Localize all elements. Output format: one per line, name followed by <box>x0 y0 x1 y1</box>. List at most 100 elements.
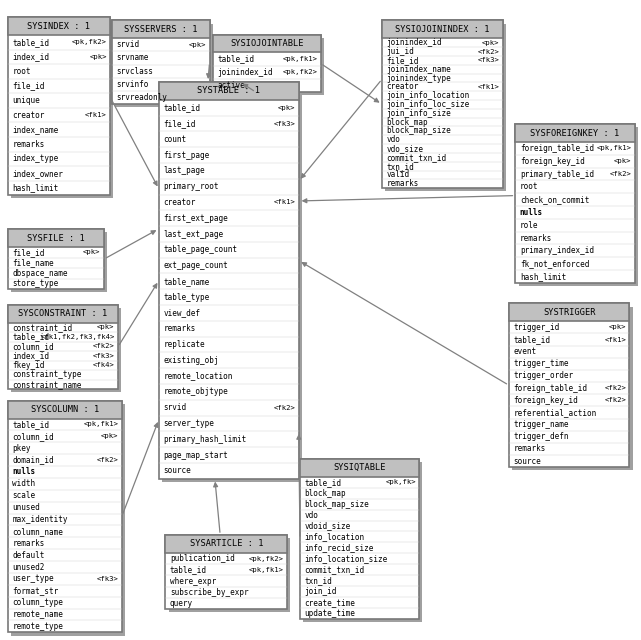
Text: query: query <box>170 599 193 608</box>
Text: domain_id: domain_id <box>12 456 54 465</box>
Text: join_id: join_id <box>304 587 337 596</box>
Text: column_type: column_type <box>12 598 63 607</box>
Text: format_str: format_str <box>12 586 58 595</box>
Bar <box>382 20 503 188</box>
Text: event: event <box>513 347 537 356</box>
Text: joinindex_id: joinindex_id <box>387 38 442 47</box>
Bar <box>8 305 118 323</box>
Text: valid: valid <box>387 170 410 179</box>
Bar <box>509 303 629 467</box>
Text: trigger_defn: trigger_defn <box>513 432 569 442</box>
Text: source: source <box>163 467 191 476</box>
Text: constraint_id: constraint_id <box>12 323 72 332</box>
Text: <fk2>: <fk2> <box>274 404 296 411</box>
Bar <box>519 127 638 286</box>
Text: fkey_id: fkey_id <box>12 361 45 370</box>
Text: where_expr: where_expr <box>170 577 216 586</box>
Text: txn_id: txn_id <box>304 576 332 585</box>
Text: table_page_count: table_page_count <box>163 245 237 254</box>
Text: <pk>: <pk> <box>482 40 499 46</box>
Text: remarks: remarks <box>12 539 45 548</box>
Text: srvid: srvid <box>117 40 140 49</box>
Text: scale: scale <box>12 492 35 500</box>
Bar <box>8 401 122 419</box>
Bar <box>8 401 122 632</box>
Text: hash_limit: hash_limit <box>520 272 566 281</box>
Text: remarks: remarks <box>387 179 419 188</box>
Bar <box>165 535 287 609</box>
Text: file_name: file_name <box>12 259 54 268</box>
Bar <box>216 38 324 95</box>
Text: last_ext_page: last_ext_page <box>163 230 224 239</box>
Text: srvclass: srvclass <box>117 67 154 76</box>
Text: table_id: table_id <box>12 332 49 341</box>
Text: commit_txn_id: commit_txn_id <box>387 153 447 162</box>
Text: jui_id: jui_id <box>387 47 414 56</box>
Text: remarks: remarks <box>520 234 553 243</box>
Text: <fk1>: <fk1> <box>478 84 499 90</box>
Text: <pk>: <pk> <box>189 42 206 48</box>
Text: <fk1>: <fk1> <box>274 200 296 205</box>
Text: <pk,fk1>: <pk,fk1> <box>596 145 631 152</box>
Bar <box>8 229 104 247</box>
Text: hash_limit: hash_limit <box>12 184 58 193</box>
Text: info_recid_size: info_recid_size <box>304 543 374 552</box>
Bar <box>300 459 419 477</box>
Text: <pk,fk2>: <pk,fk2> <box>282 69 317 76</box>
Text: foreign_table_id: foreign_table_id <box>520 144 594 153</box>
Text: vdo: vdo <box>304 511 319 520</box>
Text: dbspace_name: dbspace_name <box>12 269 68 278</box>
Text: table_name: table_name <box>163 277 210 286</box>
Text: first_page: first_page <box>163 150 210 159</box>
Text: constraint_name: constraint_name <box>12 380 81 389</box>
Text: join_info_location: join_info_location <box>387 91 470 100</box>
Text: foreign_table_id: foreign_table_id <box>513 383 587 393</box>
Text: <fk2>: <fk2> <box>93 343 115 349</box>
Text: remarks: remarks <box>163 324 196 333</box>
Text: <fk3>: <fk3> <box>274 120 296 127</box>
Text: SYSIQTABLE: SYSIQTABLE <box>333 463 386 472</box>
Text: <fk1,fk2,fk3,fk4>: <fk1,fk2,fk3,fk4> <box>40 334 115 340</box>
Text: <fk1>: <fk1> <box>85 112 107 118</box>
Text: SYSINDEX : 1: SYSINDEX : 1 <box>28 22 90 31</box>
Bar <box>515 124 635 283</box>
Text: root: root <box>12 67 31 76</box>
Text: vdo: vdo <box>387 135 401 144</box>
Text: srvid: srvid <box>163 403 187 412</box>
Bar <box>115 24 213 107</box>
Text: table_id: table_id <box>217 54 254 63</box>
Text: referential_action: referential_action <box>513 408 597 417</box>
Text: creator: creator <box>387 83 419 92</box>
Text: <pk>: <pk> <box>90 54 107 60</box>
Text: join_info_size: join_info_size <box>387 109 451 118</box>
Text: file_id: file_id <box>387 56 419 65</box>
Text: index_type: index_type <box>12 154 58 163</box>
Text: SYSTABLE : 1: SYSTABLE : 1 <box>197 86 260 95</box>
Text: count: count <box>163 135 187 144</box>
Text: SYSIOJOINTABLE: SYSIOJOINTABLE <box>230 39 303 48</box>
Text: trigger_order: trigger_order <box>513 371 574 381</box>
Text: <pk,fk1>: <pk,fk1> <box>83 422 119 428</box>
Text: <fk4>: <fk4> <box>93 362 115 369</box>
Text: index_id: index_id <box>12 351 49 360</box>
Text: remote_location: remote_location <box>163 372 233 381</box>
Bar <box>165 535 287 553</box>
Text: <pk>: <pk> <box>83 250 101 255</box>
Text: table_id: table_id <box>304 478 342 487</box>
Text: nulls: nulls <box>12 467 35 477</box>
Text: SYSTRIGGER: SYSTRIGGER <box>543 308 595 317</box>
Text: txn_id: txn_id <box>387 162 414 171</box>
Text: server_type: server_type <box>163 419 214 428</box>
Text: width: width <box>12 479 35 488</box>
Text: trigger_id: trigger_id <box>513 323 560 332</box>
Text: <fk1>: <fk1> <box>604 337 626 342</box>
Text: table_type: table_type <box>163 292 210 301</box>
Text: file_id: file_id <box>163 119 196 128</box>
Text: SYSSERVERS : 1: SYSSERVERS : 1 <box>124 25 197 34</box>
Text: info_location_size: info_location_size <box>304 554 388 563</box>
Text: creator: creator <box>163 198 196 207</box>
Text: store_type: store_type <box>12 280 58 289</box>
Text: existing_obj: existing_obj <box>163 356 219 365</box>
Text: trigger_name: trigger_name <box>513 420 569 429</box>
Bar <box>303 462 422 622</box>
